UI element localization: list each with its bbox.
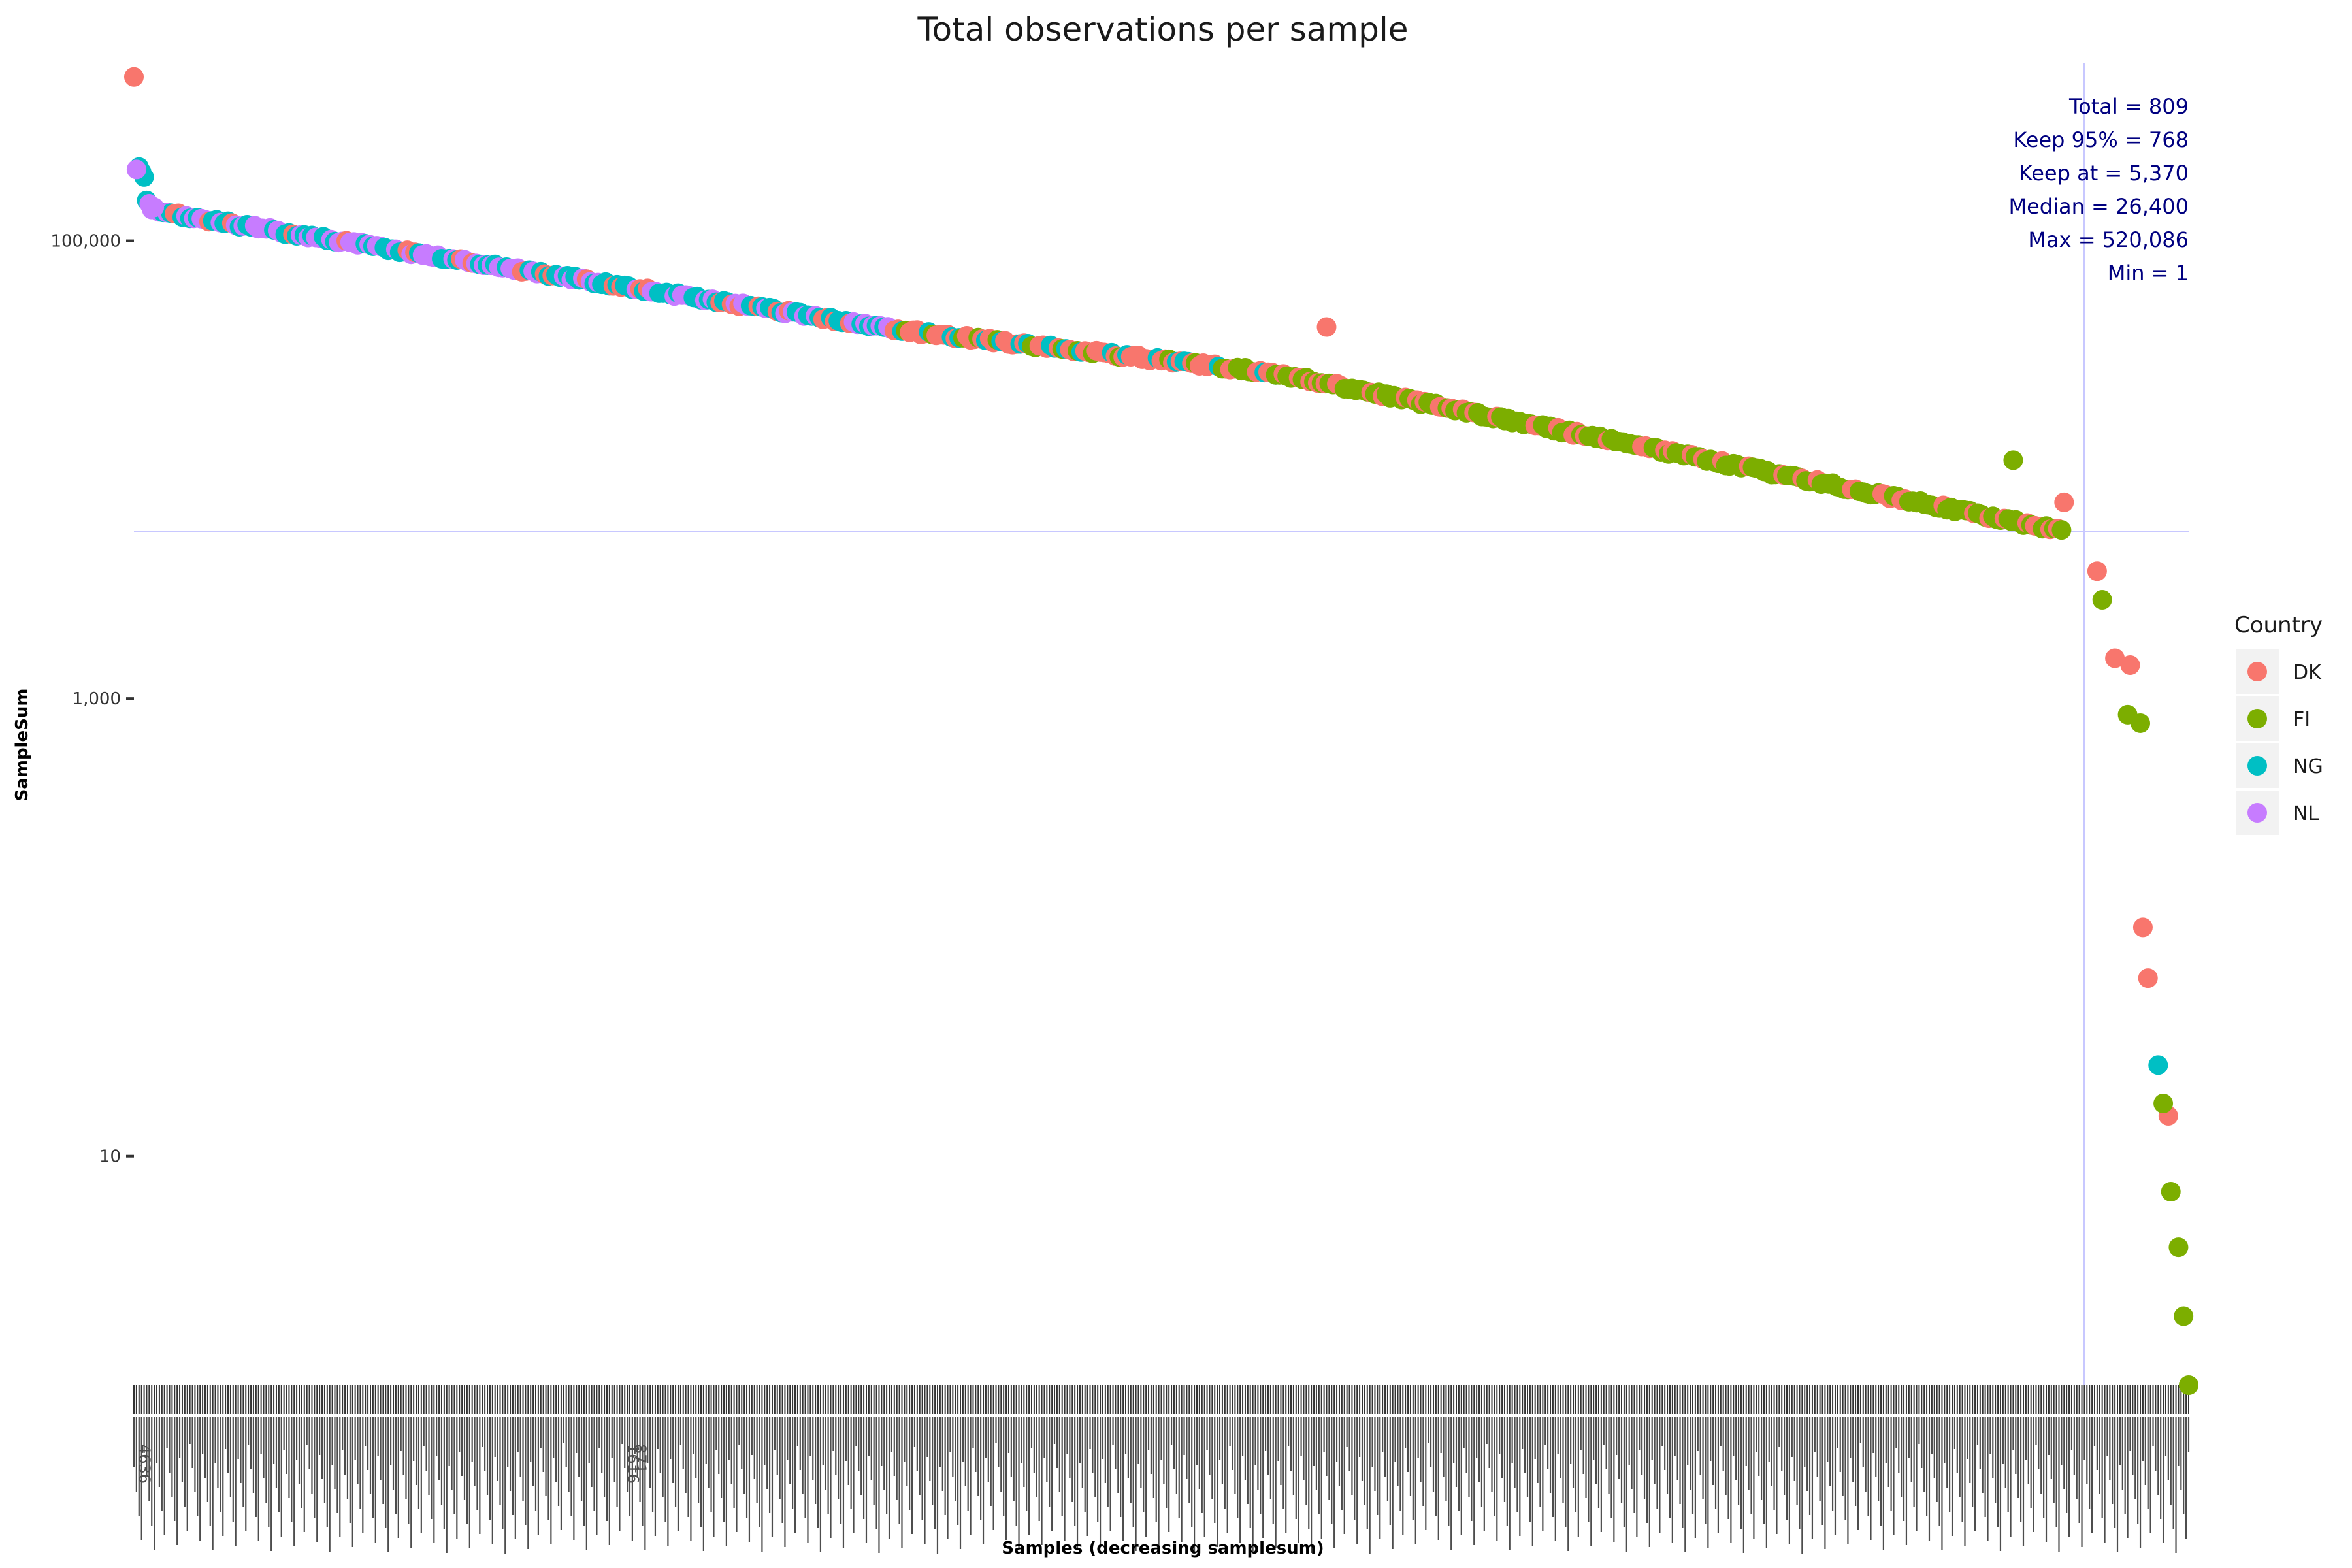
annotation-line: Keep 95% = 768 (2013, 127, 2189, 152)
annotation-line: Keep at = 5,370 (2019, 161, 2189, 186)
legend-title: Country (2234, 612, 2323, 638)
legend: Country DK FI NG NL (2234, 612, 2323, 835)
data-point-dk (2138, 968, 2158, 988)
data-point-fi (2168, 1237, 2189, 1258)
annotation-line: Total = 809 (2068, 94, 2189, 119)
summary-annotations: Total = 809 Keep 95% = 768 Keep at = 5,370… (2008, 94, 2189, 286)
scatter-points (124, 67, 2198, 1395)
data-point-dk (2105, 648, 2125, 668)
data-point-dk (1316, 317, 1337, 337)
x-tick-label-text: 1616 (623, 1444, 642, 1484)
x-tick-label-text: 871 (631, 1444, 649, 1474)
y-axis-title: SampleSum (12, 689, 32, 802)
annotation-line: Max = 520,086 (2028, 227, 2189, 252)
y-tick-label: 10 (99, 1147, 121, 1167)
data-point-nl (126, 159, 146, 180)
annotation-line: Min = 1 (2108, 261, 2189, 286)
legend-label-dk: DK (2293, 661, 2322, 684)
data-point-fi (2153, 1093, 2174, 1113)
data-point-ng (2148, 1055, 2168, 1075)
data-point-fi (2092, 590, 2112, 610)
data-point-dk (2087, 561, 2107, 581)
y-tick-label: 1,000 (73, 689, 121, 709)
legend-key-ng (2247, 756, 2267, 776)
data-point-dk (124, 67, 144, 87)
annotation-line: Median = 26,400 (2008, 194, 2189, 219)
chart-title: Total observations per sample (917, 10, 1408, 48)
data-point-dk (2132, 917, 2153, 938)
data-point-fi (2051, 520, 2072, 540)
data-point-nl (144, 197, 165, 218)
reference-lines (134, 63, 2189, 1385)
data-point-fi (2131, 713, 2151, 733)
data-point-fi (2174, 1306, 2194, 1326)
legend-label-nl: NL (2293, 802, 2319, 825)
data-point-dk (2120, 655, 2140, 675)
data-point-fi (2179, 1375, 2198, 1395)
legend-key-fi (2247, 709, 2267, 728)
legend-label-fi: FI (2293, 708, 2310, 731)
data-point-fi (2161, 1181, 2181, 1201)
legend-key-nl (2247, 803, 2267, 823)
x-axis-title: Samples (decreasing samplesum) (1002, 1539, 1324, 1558)
x-tick-label-text: 4636 (135, 1444, 154, 1484)
y-axis: 10 1,000 100,000 (50, 232, 134, 1167)
data-point-dk (2054, 492, 2074, 512)
legend-key-dk (2247, 662, 2267, 681)
data-point-fi (2003, 450, 2023, 470)
legend-label-ng: NG (2293, 755, 2323, 778)
y-tick-label: 100,000 (50, 232, 121, 252)
